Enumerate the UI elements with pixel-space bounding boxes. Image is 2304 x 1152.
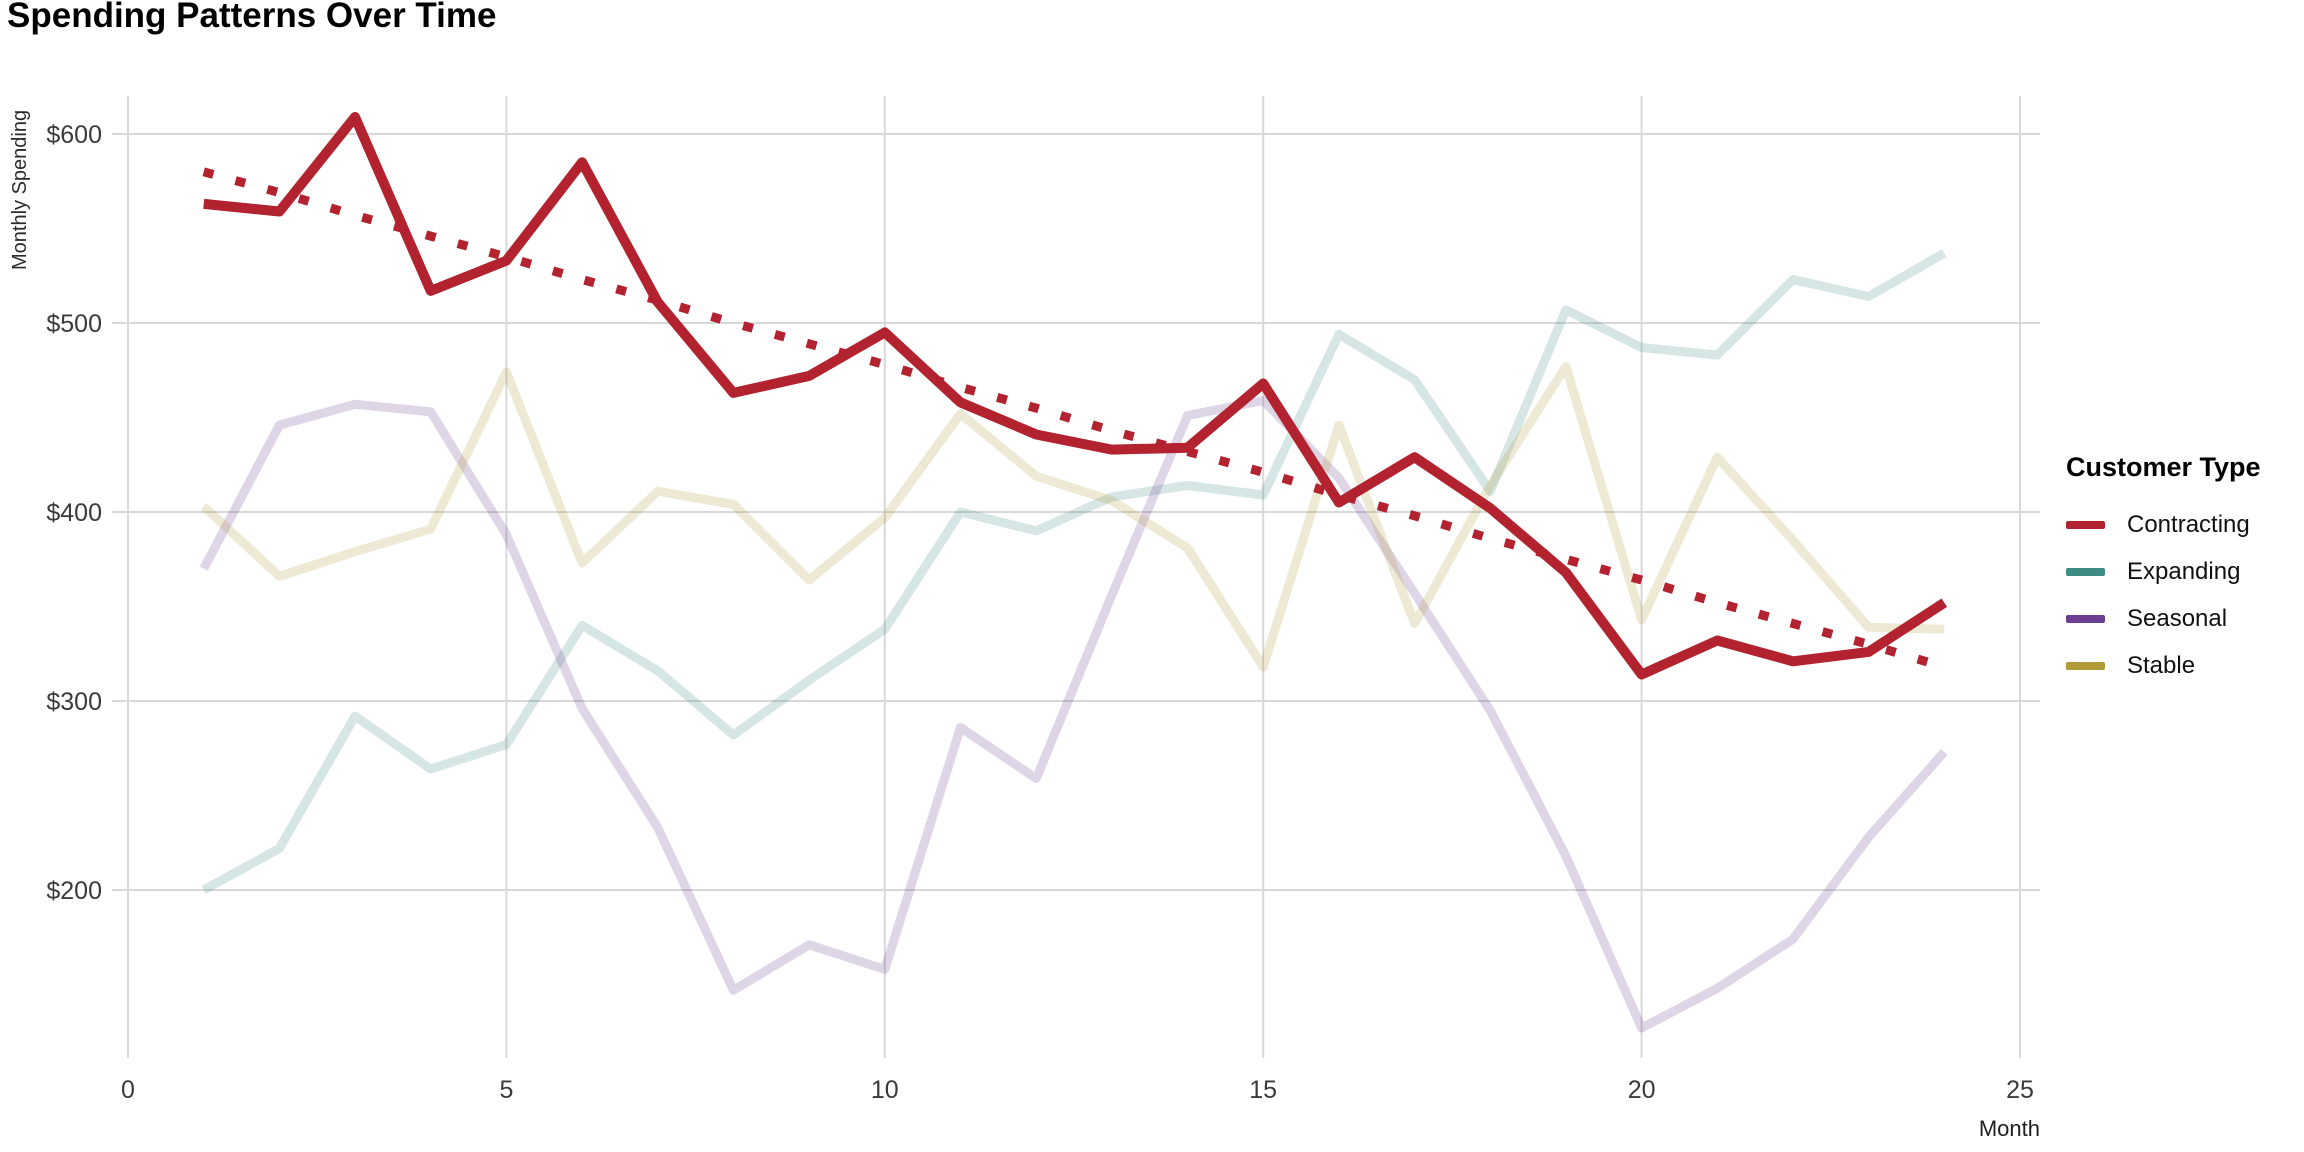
x-tick-label: 0: [121, 1076, 135, 1104]
y-tick-label: $400: [46, 499, 102, 527]
legend: Customer Type Contracting Expanding Season…: [2066, 452, 2296, 689]
legend-label: Contracting: [2127, 510, 2250, 538]
y-tick-label: $300: [46, 688, 102, 716]
legend-item-contracting: Contracting: [2066, 501, 2296, 548]
legend-swatch-icon: [2066, 520, 2105, 529]
legend-swatch-icon: [2066, 661, 2105, 670]
legend-title: Customer Type: [2066, 452, 2261, 482]
series-line-contracting: [203, 112, 1948, 680]
x-tick-label: 5: [499, 1076, 513, 1104]
y-tick-label: $200: [46, 877, 102, 905]
legend-label: Seasonal: [2127, 604, 2228, 632]
x-axis-title: Month: [1979, 1116, 2040, 1141]
series-line-seasonal: [199, 396, 1948, 1033]
legend-label: Stable: [2127, 651, 2196, 679]
chart-title: Spending Patterns Over Time: [7, 0, 497, 35]
legend-label: Expanding: [2127, 557, 2241, 585]
x-tick-label: 20: [1628, 1076, 1656, 1104]
x-tick-label: 15: [1249, 1076, 1277, 1104]
legend-item-expanding: Expanding: [2066, 548, 2296, 595]
series-line-contracting-trend: [202, 167, 1946, 672]
legend-swatch-icon: [2066, 614, 2105, 623]
series-line-expanding: [201, 249, 1947, 894]
legend-item-seasonal: Seasonal: [2066, 595, 2296, 642]
y-tick-label: $500: [46, 310, 102, 338]
legend-item-stable: Stable: [2066, 642, 2296, 689]
y-tick-label: $600: [46, 121, 102, 149]
legend-items: Contracting Expanding Seasonal Stable: [2066, 501, 2296, 689]
series-line-stable: [200, 362, 1945, 672]
x-tick-label: 25: [2006, 1076, 2034, 1104]
x-tick-label: 10: [871, 1076, 899, 1104]
legend-swatch-icon: [2066, 567, 2105, 576]
